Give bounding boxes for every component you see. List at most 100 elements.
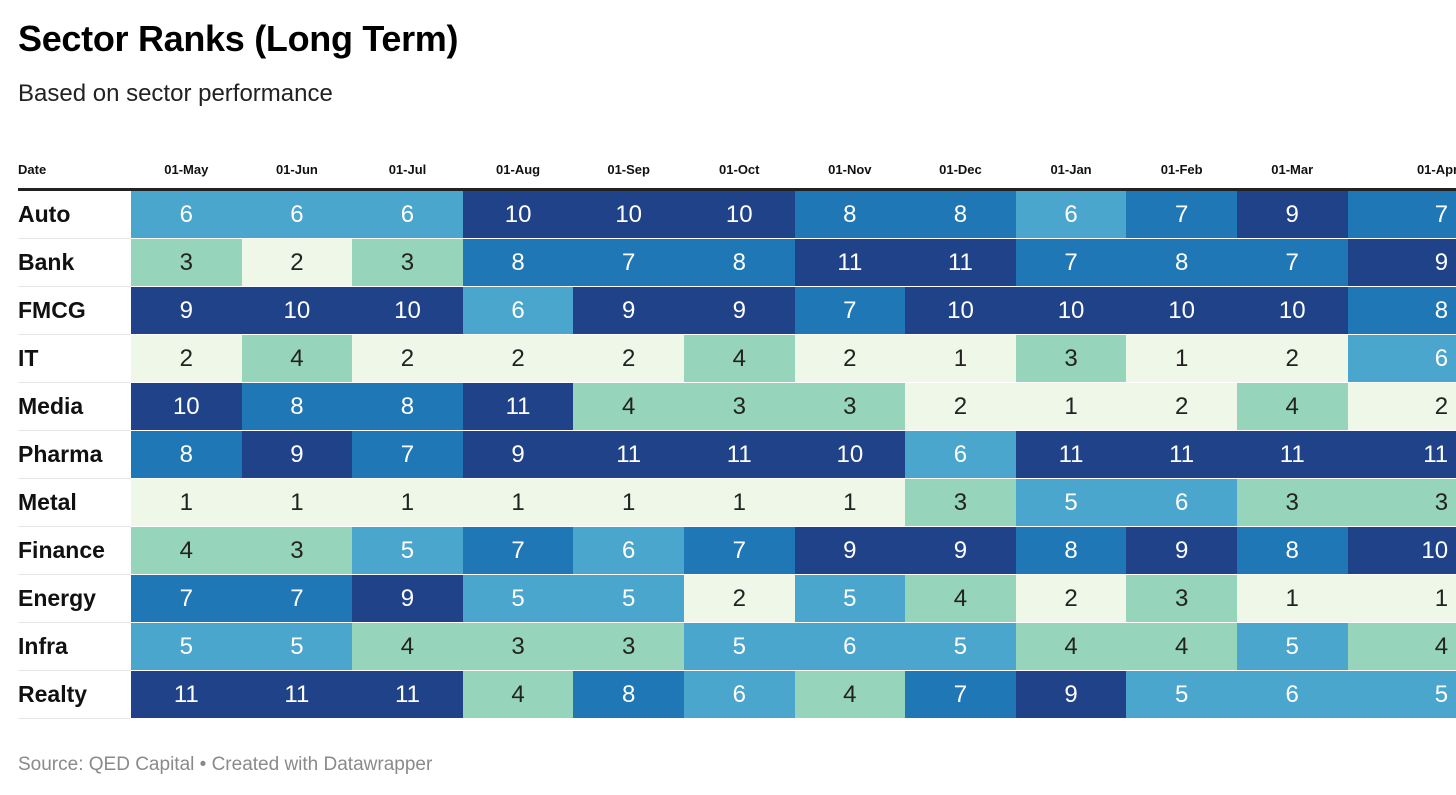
heatmap-cell: 10 bbox=[1236, 286, 1348, 335]
row-label: Finance bbox=[18, 526, 131, 575]
heatmap-cell: 7 bbox=[1236, 238, 1348, 287]
heatmap-cell: 3 bbox=[352, 238, 463, 287]
heatmap-cell: 10 bbox=[352, 286, 463, 335]
column-header-date[interactable]: Date bbox=[18, 150, 131, 191]
column-header[interactable]: 01-Mar bbox=[1236, 150, 1348, 191]
heatmap-cell: 1 bbox=[352, 478, 463, 527]
heatmap-cell: 9 bbox=[573, 286, 684, 335]
heatmap-cell: 10 bbox=[905, 286, 1016, 335]
heatmap-table-wrapper: Date 01-May 01-Jun 01-Jul 01-Aug 01-Sep 01-Oc… bbox=[18, 150, 1456, 719]
heatmap-cell: 5 bbox=[683, 622, 795, 671]
heatmap-cell: 6 bbox=[573, 526, 684, 575]
heatmap-cell: 4 bbox=[131, 526, 242, 575]
heatmap-cell: 5 bbox=[241, 622, 353, 671]
heatmap-cell: 1 bbox=[1347, 574, 1456, 623]
heatmap-cell: 10 bbox=[573, 189, 684, 239]
column-header[interactable]: 01-Aug bbox=[462, 150, 574, 191]
heatmap-cell: 6 bbox=[794, 622, 906, 671]
heatmap-cell: 2 bbox=[905, 382, 1016, 431]
heatmap-cell: 1 bbox=[1126, 334, 1237, 383]
row-label: Media bbox=[18, 382, 131, 431]
column-header[interactable]: 01-May bbox=[131, 150, 242, 191]
heatmap-cell: 1 bbox=[683, 478, 795, 527]
heatmap-cell: 8 bbox=[462, 238, 574, 287]
heatmap-cell: 9 bbox=[1126, 526, 1237, 575]
column-header[interactable]: 01-Jul bbox=[352, 150, 463, 191]
table-row: Auto 6 6 6 10 10 10 8 8 6 7 9 7 bbox=[18, 189, 1456, 239]
heatmap-cell: 8 bbox=[131, 430, 242, 479]
heatmap-cell: 8 bbox=[1126, 238, 1237, 287]
heatmap-cell: 9 bbox=[1015, 670, 1127, 719]
heatmap-table: Date 01-May 01-Jun 01-Jul 01-Aug 01-Sep 01-Oc… bbox=[18, 150, 1456, 719]
heatmap-cell: 4 bbox=[683, 334, 795, 383]
heatmap-cell: 9 bbox=[462, 430, 574, 479]
heatmap-cell: 7 bbox=[1015, 238, 1127, 287]
heatmap-cell: 4 bbox=[1015, 622, 1127, 671]
column-header[interactable]: 01-Nov bbox=[794, 150, 906, 191]
heatmap-cell: 3 bbox=[1347, 478, 1456, 527]
heatmap-cell: 2 bbox=[462, 334, 574, 383]
row-label: Infra bbox=[18, 622, 131, 671]
column-header[interactable]: 01-Jan bbox=[1015, 150, 1127, 191]
row-label: Realty bbox=[18, 670, 131, 719]
heatmap-cell: 2 bbox=[794, 334, 906, 383]
heatmap-cell: 11 bbox=[794, 238, 906, 287]
heatmap-cell: 10 bbox=[462, 189, 574, 239]
column-header[interactable]: 01-Apr bbox=[1347, 150, 1456, 191]
heatmap-cell: 8 bbox=[1236, 526, 1348, 575]
heatmap-cell: 4 bbox=[462, 670, 574, 719]
heatmap-cell: 11 bbox=[131, 670, 242, 719]
heatmap-cell: 5 bbox=[1126, 670, 1237, 719]
heatmap-cell: 8 bbox=[905, 189, 1016, 239]
heatmap-cell: 11 bbox=[1236, 430, 1348, 479]
table-body: Auto 6 6 6 10 10 10 8 8 6 7 9 7 Bank 3 2 3 8 7 8 11 11 7 8 7 9 FMC… bbox=[18, 189, 1456, 719]
column-header[interactable]: 01-Sep bbox=[573, 150, 684, 191]
table-row: Pharma 8 9 7 9 11 11 10 6 11 11 11 11 bbox=[18, 430, 1456, 479]
heatmap-cell: 6 bbox=[683, 670, 795, 719]
heatmap-cell: 2 bbox=[1126, 382, 1237, 431]
column-header[interactable]: 01-Oct bbox=[683, 150, 795, 191]
row-label: Energy bbox=[18, 574, 131, 623]
table-row: Metal 1 1 1 1 1 1 1 3 5 6 3 3 bbox=[18, 478, 1456, 527]
heatmap-cell: 10 bbox=[1126, 286, 1237, 335]
heatmap-cell: 9 bbox=[241, 430, 353, 479]
heatmap-cell: 3 bbox=[1126, 574, 1237, 623]
table-row: Bank 3 2 3 8 7 8 11 11 7 8 7 9 bbox=[18, 238, 1456, 287]
row-label: Pharma bbox=[18, 430, 131, 479]
credit-link[interactable]: Created with Datawrapper bbox=[211, 754, 433, 775]
heatmap-cell: 8 bbox=[1015, 526, 1127, 575]
column-header[interactable]: 01-Jun bbox=[241, 150, 353, 191]
heatmap-cell: 7 bbox=[131, 574, 242, 623]
row-label: Metal bbox=[18, 478, 131, 527]
heatmap-cell: 9 bbox=[905, 526, 1016, 575]
heatmap-cell: 5 bbox=[1236, 622, 1348, 671]
heatmap-cell: 1 bbox=[462, 478, 574, 527]
heatmap-cell: 11 bbox=[352, 670, 463, 719]
row-label: IT bbox=[18, 334, 131, 383]
heatmap-cell: 10 bbox=[131, 382, 242, 431]
row-label: Bank bbox=[18, 238, 131, 287]
heatmap-cell: 7 bbox=[462, 526, 574, 575]
table-row: Realty 11 11 11 4 8 6 4 7 9 5 6 5 bbox=[18, 670, 1456, 719]
heatmap-cell: 3 bbox=[905, 478, 1016, 527]
column-header[interactable]: 01-Feb bbox=[1126, 150, 1237, 191]
heatmap-cell: 6 bbox=[905, 430, 1016, 479]
heatmap-cell: 2 bbox=[352, 334, 463, 383]
heatmap-cell: 2 bbox=[1236, 334, 1348, 383]
heatmap-cell: 2 bbox=[1015, 574, 1127, 623]
column-header[interactable]: 01-Dec bbox=[905, 150, 1016, 191]
heatmap-cell: 2 bbox=[573, 334, 684, 383]
heatmap-cell: 1 bbox=[241, 478, 353, 527]
table-row: Energy 7 7 9 5 5 2 5 4 2 3 1 1 bbox=[18, 574, 1456, 623]
heatmap-cell: 1 bbox=[573, 478, 684, 527]
source-footer: Source: QED Capital • Created with Dataw… bbox=[18, 754, 432, 776]
row-label: Auto bbox=[18, 189, 131, 239]
heatmap-cell: 3 bbox=[573, 622, 684, 671]
table-row: Finance 4 3 5 7 6 7 9 9 8 9 8 10 bbox=[18, 526, 1456, 575]
heatmap-cell: 11 bbox=[1015, 430, 1127, 479]
heatmap-cell: 3 bbox=[683, 382, 795, 431]
heatmap-cell: 4 bbox=[1347, 622, 1456, 671]
table-row: Infra 5 5 4 3 3 5 6 5 4 4 5 4 bbox=[18, 622, 1456, 671]
heatmap-cell: 1 bbox=[905, 334, 1016, 383]
heatmap-cell: 1 bbox=[131, 478, 242, 527]
